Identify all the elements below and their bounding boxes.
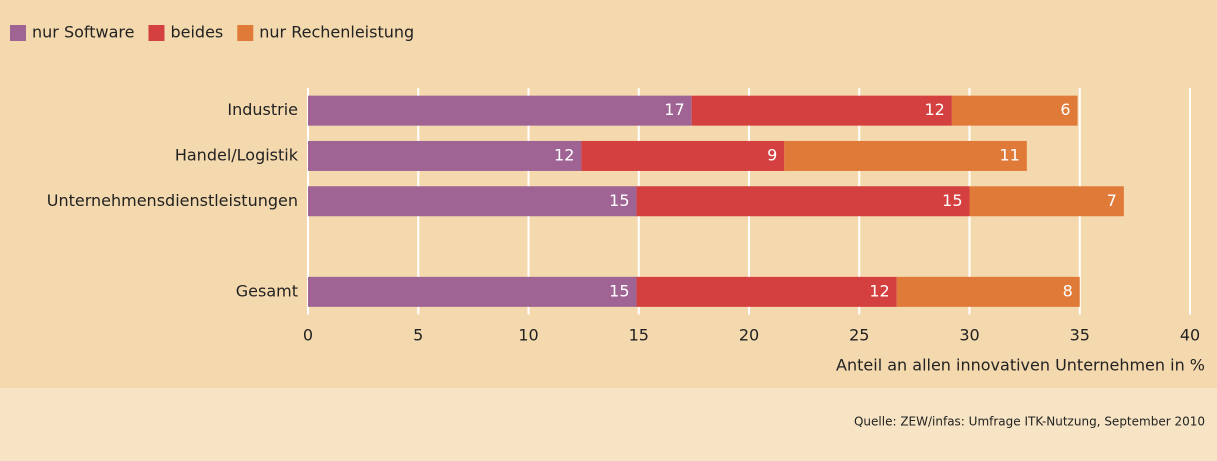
value-label: 8 bbox=[1063, 281, 1073, 300]
value-label: 9 bbox=[767, 145, 777, 164]
value-label: 15 bbox=[609, 191, 629, 210]
bar-segment bbox=[636, 186, 970, 217]
legend-label: nur Software bbox=[32, 23, 134, 42]
bar-segment bbox=[308, 276, 637, 307]
value-label: 7 bbox=[1107, 191, 1117, 210]
value-label: 12 bbox=[554, 145, 574, 164]
value-label: 12 bbox=[869, 281, 889, 300]
y-tick-label: Unternehmensdienstleistungen bbox=[47, 191, 298, 210]
bar-segment bbox=[308, 186, 637, 217]
x-tick-label: 20 bbox=[739, 326, 759, 345]
bar-segment bbox=[308, 140, 582, 171]
value-label: 17 bbox=[664, 100, 684, 119]
bar-segment bbox=[691, 95, 952, 126]
legend-label: nur Rechenleistung bbox=[259, 23, 414, 42]
value-label: 15 bbox=[942, 191, 962, 210]
bar-segment bbox=[951, 95, 1078, 126]
x-tick-label: 30 bbox=[959, 326, 979, 345]
y-tick-label: Industrie bbox=[227, 100, 298, 119]
value-label: 12 bbox=[925, 100, 945, 119]
y-tick-label: Handel/Logistik bbox=[175, 145, 299, 164]
x-tick-label: 35 bbox=[1070, 326, 1090, 345]
x-tick-label: 5 bbox=[413, 326, 423, 345]
x-tick-label: 0 bbox=[303, 326, 313, 345]
x-tick-label: 10 bbox=[518, 326, 538, 345]
bar-segment bbox=[969, 186, 1124, 217]
value-label: 11 bbox=[999, 145, 1019, 164]
legend-swatch bbox=[10, 25, 26, 41]
x-tick-label: 40 bbox=[1180, 326, 1200, 345]
x-tick-label: 25 bbox=[849, 326, 869, 345]
value-label: 15 bbox=[609, 281, 629, 300]
bar-segment bbox=[308, 95, 692, 126]
bar-segment bbox=[784, 140, 1027, 171]
bar-segment bbox=[896, 276, 1080, 307]
legend-swatch bbox=[148, 25, 165, 41]
x-tick-label: 15 bbox=[629, 326, 649, 345]
y-tick-label: Gesamt bbox=[236, 281, 298, 300]
x-axis-label: Anteil an allen innovativen Unternehmen … bbox=[836, 356, 1205, 375]
value-label: 6 bbox=[1060, 100, 1070, 119]
bar-segment bbox=[581, 140, 785, 171]
legend-swatch bbox=[237, 25, 254, 41]
bar-segment bbox=[636, 276, 897, 307]
legend-label: beides bbox=[170, 23, 223, 42]
footer-background bbox=[0, 388, 1217, 461]
source: Quelle: ZEW/infas: Umfrage ITK-Nutzung, … bbox=[854, 415, 1205, 429]
